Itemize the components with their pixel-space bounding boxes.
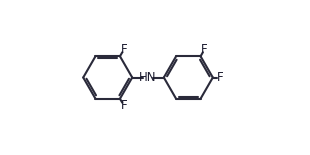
Text: F: F xyxy=(201,43,208,56)
Text: F: F xyxy=(121,43,127,56)
Text: F: F xyxy=(217,71,224,84)
Text: HN: HN xyxy=(139,71,157,84)
Text: F: F xyxy=(121,99,127,112)
